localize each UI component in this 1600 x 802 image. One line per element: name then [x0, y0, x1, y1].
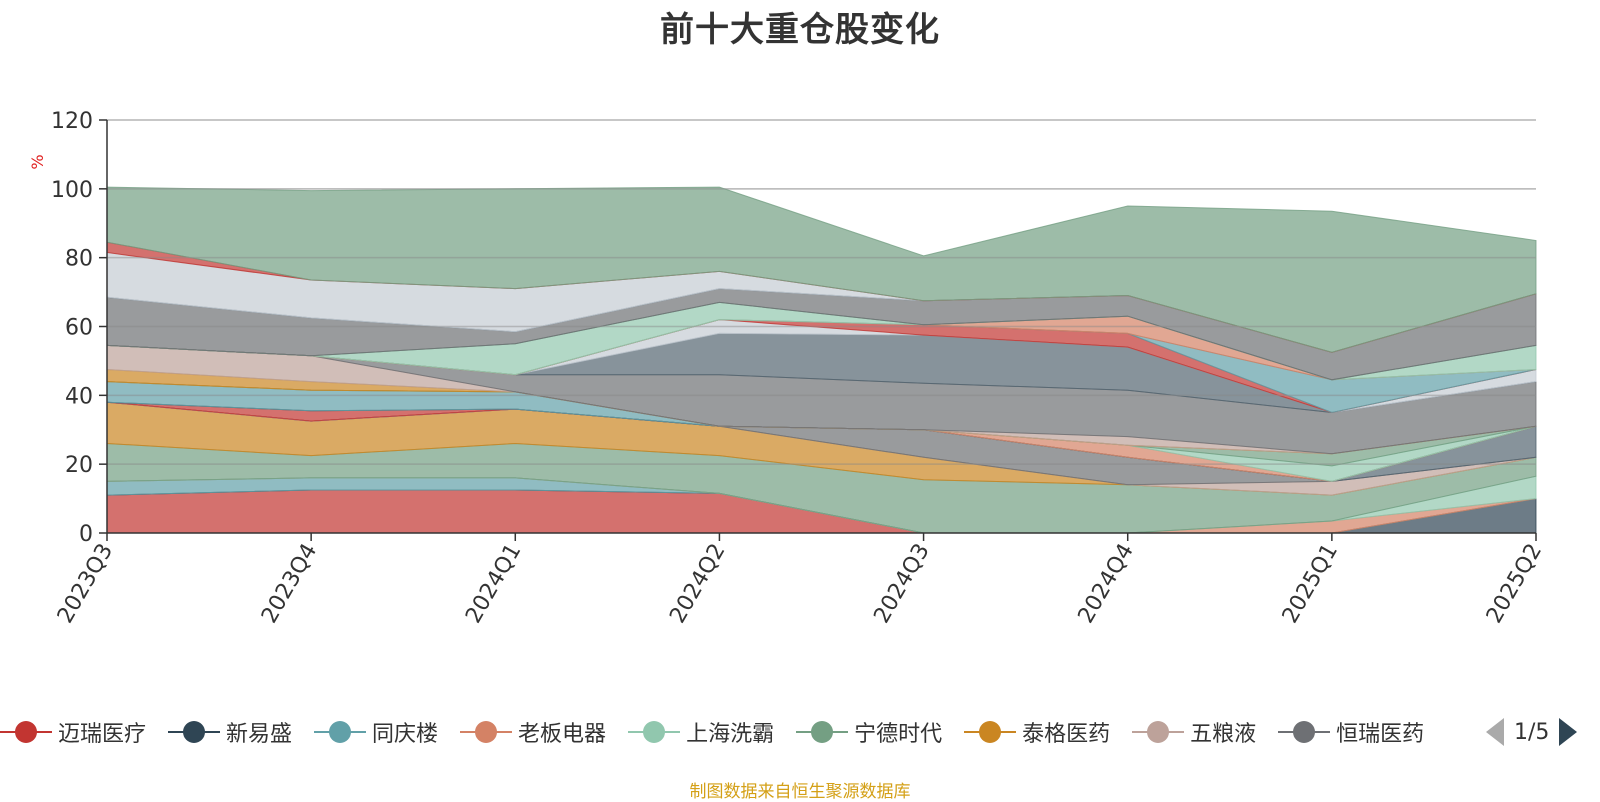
legend-page-label: 1/5	[1514, 719, 1550, 745]
legend-marker-icon	[1278, 719, 1331, 745]
y-axis-label: %	[28, 154, 47, 169]
legend-marker-icon	[460, 719, 513, 745]
legend-marker-icon	[1132, 719, 1185, 745]
y-tick-label: 100	[51, 178, 93, 203]
x-tick-label: 2024Q1	[461, 540, 526, 628]
legend-label: 同庆楼	[372, 722, 439, 747]
legend-item[interactable]: 五粮液	[1132, 712, 1256, 752]
data-source-footer: 制图数据来自恒生聚源数据库	[689, 782, 911, 802]
y-tick-label: 80	[65, 247, 93, 272]
legend-label: 上海洗霸	[686, 722, 775, 747]
x-tick-label: 2025Q1	[1278, 540, 1343, 628]
x-tick-label: 2024Q3	[869, 540, 934, 628]
legend-next-page-icon[interactable]	[1559, 718, 1578, 746]
legend-marker-icon	[628, 719, 681, 745]
legend-label: 新易盛	[226, 722, 293, 747]
legend-label: 五粮液	[1190, 722, 1257, 747]
legend-pager: 1/5	[1486, 714, 1578, 750]
legend-item[interactable]: 老板电器	[460, 712, 606, 752]
y-tick-label: 40	[65, 384, 93, 409]
legend-label: 恒瑞医药	[1336, 722, 1425, 747]
x-tick-label: 2023Q3	[53, 540, 118, 628]
legend-label: 宁德时代	[854, 722, 943, 747]
legend-label: 迈瑞医疗	[58, 722, 147, 747]
area-京东方A	[106, 186, 1537, 353]
legend-prev-page-icon[interactable]	[1486, 718, 1504, 746]
y-tick-label: 60	[65, 316, 93, 341]
x-tick-label: 2024Q2	[665, 540, 730, 628]
legend-marker-icon	[964, 719, 1017, 745]
y-tick-label: 0	[79, 522, 93, 547]
legend-item[interactable]: 恒瑞医药	[1278, 712, 1424, 752]
y-tick-label: 20	[65, 453, 93, 478]
chart-title: 前十大重仓股变化	[660, 10, 940, 50]
x-tick-label: 2024Q4	[1074, 540, 1139, 628]
legend-item[interactable]: 迈瑞医疗	[0, 712, 146, 752]
area-series	[106, 119, 1537, 534]
legend-item[interactable]: 同庆楼	[314, 712, 438, 752]
legend-marker-icon	[168, 719, 221, 745]
x-tick-label: 2023Q4	[257, 540, 322, 628]
legend-label: 老板电器	[518, 722, 607, 747]
area-chart: 0 20 40 60 80 100 120% 2023Q3 2023Q4 2024Q1 2024Q2…	[28, 109, 1547, 628]
legend-item[interactable]: 泰格医药	[964, 712, 1110, 752]
legend-marker-icon	[314, 719, 367, 745]
legend-marker-icon	[0, 719, 52, 745]
chart-legend: 迈瑞医疗 新易盛 同庆楼 老板电器 上海洗霸 宁德时代 泰格医药 五粮液 恒瑞医药	[0, 712, 1478, 752]
legend-item[interactable]: 新易盛	[168, 712, 292, 752]
legend-label: 泰格医药	[1022, 722, 1111, 747]
legend-item[interactable]: 上海洗霸	[628, 712, 774, 752]
legend-marker-icon	[796, 719, 849, 745]
legend-item[interactable]: 宁德时代	[796, 712, 942, 752]
y-tick-label: 120	[51, 109, 93, 134]
x-tick-label: 2025Q2	[1482, 540, 1547, 628]
